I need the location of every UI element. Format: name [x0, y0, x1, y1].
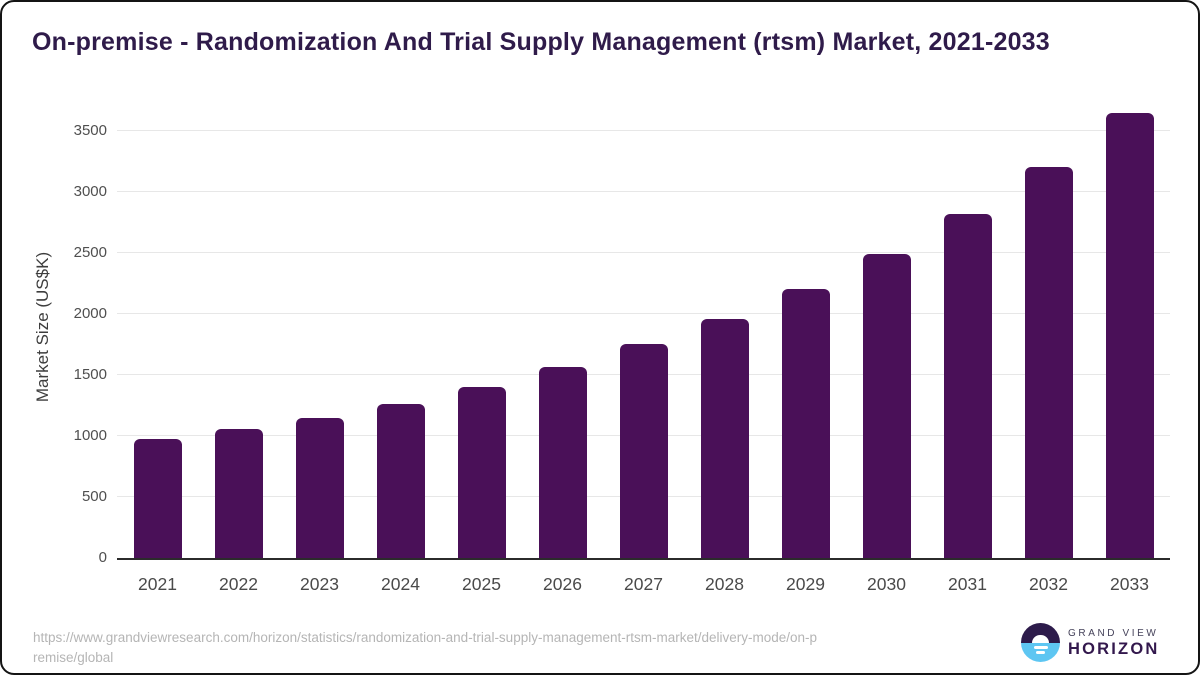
x-tick-label-2033: 2033 [1110, 574, 1149, 594]
bar-2025[interactable] [457, 387, 506, 558]
bar-slot-2031 [927, 102, 1008, 558]
gridline-3000 [117, 190, 1170, 192]
gridline-2000 [117, 312, 1170, 314]
bar-2023[interactable] [295, 417, 344, 558]
brand-logo: GRAND VIEW HORIZON [1021, 623, 1159, 662]
source-url-line-2: remise/global [33, 650, 114, 665]
bar-2033[interactable] [1105, 113, 1154, 558]
x-tick-label-2023: 2023 [300, 574, 339, 594]
brand-text: GRAND VIEW HORIZON [1068, 627, 1159, 659]
x-tick-label-2024: 2024 [381, 574, 420, 594]
x-tick-label-2028: 2028 [705, 574, 744, 594]
y-tick-label-1500: 1500 [73, 365, 107, 383]
bar-2021[interactable] [133, 439, 182, 558]
logo-reflection-line [1033, 646, 1048, 649]
x-tick-label-2031: 2031 [948, 574, 987, 594]
gridline-3500 [117, 129, 1170, 131]
bar-slot-2032 [1008, 102, 1089, 558]
bar-slot-2026 [522, 102, 603, 558]
bar-slot-2021 [117, 102, 198, 558]
x-tick-label-2027: 2027 [624, 574, 663, 594]
source-url-line-1: https://www.grandviewresearch.com/horizo… [33, 630, 818, 645]
bar-slot-2029 [765, 102, 846, 558]
logo-sun-icon [1032, 634, 1049, 643]
bar-slot-2027 [603, 102, 684, 558]
bar-2026[interactable] [538, 366, 587, 558]
x-axis-labels: 2021 2022 2023 2024 2025 2026 2027 2028 2029 2030… [117, 568, 1170, 595]
bar-2032[interactable] [1024, 167, 1073, 558]
y-tick-label-500: 500 [81, 487, 107, 505]
logo-reflection-line [1036, 651, 1045, 654]
x-tick-label-2025: 2025 [462, 574, 501, 594]
brand-name-grand-view: GRAND VIEW [1068, 627, 1159, 639]
bar-slot-2030 [846, 102, 927, 558]
bar-slot-2028 [684, 102, 765, 558]
bar-slot-2022 [198, 102, 279, 558]
source-url-link[interactable]: https://www.grandviewresearch.com/horizo… [33, 628, 817, 668]
y-tick-label-1000: 1000 [73, 426, 107, 444]
y-tick-label-2500: 2500 [73, 243, 107, 261]
bar-slot-2024 [360, 102, 441, 558]
chart-title: On-premise - Randomization And Trial Sup… [32, 28, 1050, 56]
x-tick-label-2030: 2030 [867, 574, 906, 594]
y-tick-label-3500: 3500 [73, 121, 107, 139]
bar-2028[interactable] [700, 318, 749, 558]
bar-slot-2033 [1089, 102, 1170, 558]
bar-slot-2023 [279, 102, 360, 558]
bar-2027[interactable] [619, 344, 668, 558]
x-tick-label-2026: 2026 [543, 574, 582, 594]
x-tick-label-2029: 2029 [786, 574, 825, 594]
plot-area [117, 102, 1170, 560]
y-axis-ticks: 0 500 1000 1500 2000 2500 3000 3500 [2, 102, 107, 566]
logo-sky-half [1021, 623, 1060, 643]
y-tick-label-2000: 2000 [73, 304, 107, 322]
bar-2024[interactable] [376, 403, 425, 558]
brand-name-horizon: HORIZON [1068, 639, 1160, 658]
x-tick-label-2021: 2021 [138, 574, 177, 594]
y-tick-label-3000: 3000 [73, 182, 107, 200]
bar-2022[interactable] [214, 429, 263, 558]
horizon-sun-logo-icon [1021, 623, 1060, 662]
bar-2031[interactable] [943, 214, 992, 558]
gridline-2500 [117, 251, 1170, 253]
bar-series [117, 102, 1170, 558]
bar-slot-2025 [441, 102, 522, 558]
x-tick-label-2032: 2032 [1029, 574, 1068, 594]
bar-2030[interactable] [862, 254, 911, 558]
y-tick-label-0: 0 [98, 549, 107, 566]
x-tick-label-2022: 2022 [219, 574, 258, 594]
bar-2029[interactable] [781, 288, 830, 558]
